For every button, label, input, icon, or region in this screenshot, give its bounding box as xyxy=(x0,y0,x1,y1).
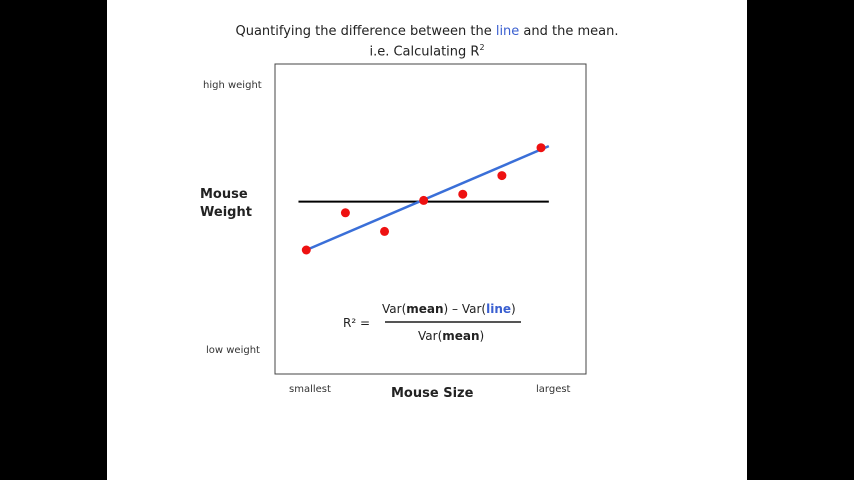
den-a: Var( xyxy=(418,329,443,343)
den-c: ) xyxy=(479,329,485,343)
slide-subtitle: i.e. Calculating R2 xyxy=(0,43,854,59)
fit-line xyxy=(305,145,550,252)
subtitle-superscript: 2 xyxy=(479,43,485,52)
x-tick-min: smallest xyxy=(289,384,331,395)
num-d: line xyxy=(486,302,512,316)
subtitle-text: i.e. Calculating R xyxy=(369,44,480,60)
title-text: Quantifying the difference between the xyxy=(235,24,496,39)
formula-numerator: Var(mean) – Var(line) xyxy=(382,302,516,316)
num-c: ) – Var( xyxy=(443,302,487,316)
formula-lhs: R² = xyxy=(343,316,371,330)
title-highlight: line xyxy=(495,24,520,39)
data-point xyxy=(340,208,350,218)
num-e: ) xyxy=(511,302,516,316)
title-text-end: and the mean. xyxy=(519,24,619,39)
den-b: mean xyxy=(442,329,480,343)
num-b: mean xyxy=(406,302,444,316)
x-tick-max: largest xyxy=(536,384,571,395)
y-tick-min: low weight xyxy=(206,345,260,356)
data-point xyxy=(536,143,546,153)
formula-denominator: Var(mean) xyxy=(418,329,484,343)
data-point xyxy=(458,189,468,199)
data-point xyxy=(497,171,507,181)
slide-title: Quantifying the difference between the l… xyxy=(0,24,854,39)
data-point xyxy=(380,226,390,236)
fraction-bar xyxy=(385,321,521,323)
r-squared-formula: R² = Var(mean) – Var(line) Var(mean) xyxy=(340,300,540,350)
data-point xyxy=(301,245,311,255)
y-tick-max: high weight xyxy=(203,80,262,91)
x-axis-label: Mouse Size xyxy=(391,386,474,401)
num-a: Var( xyxy=(382,302,407,316)
y-axis-label: Mouse Weight xyxy=(200,187,252,220)
data-point xyxy=(419,195,429,205)
